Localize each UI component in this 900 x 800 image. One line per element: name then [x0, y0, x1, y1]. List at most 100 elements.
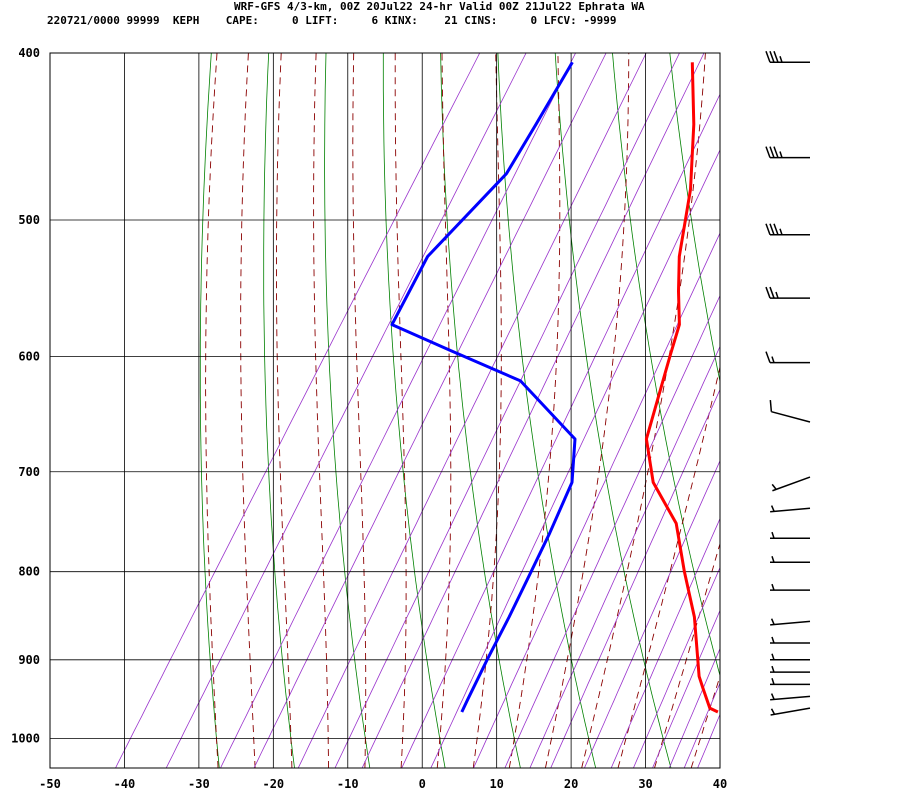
barb-staff — [771, 410, 811, 423]
mixing-ratio-line — [165, 53, 527, 768]
moist-adiabat — [617, 364, 720, 768]
barb-half-feather — [771, 483, 777, 490]
barb-half-feather — [775, 291, 779, 299]
moist-adiabat — [472, 53, 502, 768]
dry-adiabat — [669, 53, 720, 384]
barb-half-feather — [771, 653, 775, 661]
sounding-stats: 220721/0000 99999 KEPH CAPE: 0 LIFT: 6 K… — [47, 14, 617, 27]
barb-staff — [770, 507, 811, 513]
x-tick-label: -20 — [262, 777, 284, 791]
moist-adiabat — [544, 53, 630, 768]
moist-adiabat — [508, 53, 561, 768]
barb-feather — [773, 51, 779, 63]
mixing-ratio-line — [334, 53, 680, 768]
barb-feather — [773, 146, 779, 158]
barb-feather — [765, 351, 771, 363]
moist-adiabat — [654, 542, 720, 768]
y-tick-label: 800 — [18, 565, 40, 579]
wind-barb — [770, 618, 811, 626]
wind-barb — [770, 505, 811, 513]
chart-title: WRF-GFS 4/3-km, 00Z 20Jul22 24-hr Valid … — [234, 0, 645, 13]
dry-adiabat — [497, 53, 597, 768]
barb-feather — [765, 51, 771, 63]
mixing-ratio-line — [473, 232, 720, 768]
plot-border — [49, 52, 721, 769]
wind-barb — [771, 476, 811, 492]
thermo-lines — [115, 53, 900, 768]
moist-adiabat — [728, 53, 900, 768]
x-tick-label: 10 — [489, 777, 503, 791]
mixing-ratio-line — [401, 93, 720, 768]
moist-adiabat — [276, 53, 293, 768]
y-tick-label: 400 — [18, 46, 40, 60]
x-tick-label: -10 — [337, 777, 359, 791]
x-tick-label: -50 — [39, 777, 61, 791]
moist-adiabat — [581, 53, 706, 768]
barb-half-feather — [779, 228, 783, 236]
barb-feather — [773, 223, 779, 236]
barb-half-feather — [770, 505, 775, 512]
barb-feather — [765, 146, 771, 158]
moist-adiabat — [240, 53, 256, 768]
y-tick-label: 500 — [18, 213, 40, 227]
wind-barb — [770, 531, 810, 539]
x-tick-label: 0 — [419, 777, 426, 791]
mixing-ratio-line — [683, 682, 720, 768]
barb-staff — [770, 707, 811, 716]
mixing-ratio-line — [253, 53, 607, 768]
dry-adiabat — [324, 53, 371, 768]
barb-feather — [769, 146, 775, 158]
y-tick-label: 700 — [18, 465, 40, 479]
grid-lines — [50, 52, 720, 768]
dry-adiabat — [727, 53, 897, 768]
wind-barb — [765, 351, 810, 364]
dry-adiabat — [554, 53, 672, 768]
barb-feather — [769, 399, 773, 412]
wind-barb — [765, 223, 810, 236]
temperature-profile — [644, 62, 719, 714]
y-tick-label: 900 — [18, 653, 40, 667]
wind-barb — [765, 146, 810, 159]
dry-adiabat — [440, 53, 521, 768]
barb-half-feather — [771, 678, 775, 685]
dry-adiabat — [382, 53, 446, 768]
wind-barb — [770, 583, 810, 591]
mixing-ratio-line — [361, 53, 705, 768]
y-tick-label: 600 — [18, 349, 40, 363]
barb-feather — [769, 51, 775, 63]
mixing-ratio-line — [550, 388, 720, 768]
x-tick-label: 40 — [713, 777, 727, 791]
wind-barb — [770, 555, 810, 564]
barb-feather — [769, 286, 775, 299]
moist-adiabat — [690, 674, 720, 768]
mixing-ratio-line — [115, 53, 481, 768]
wind-barb — [765, 51, 810, 64]
mixing-ratio-line — [529, 345, 720, 768]
barb-half-feather — [771, 636, 775, 644]
mixing-ratio-line — [584, 459, 720, 768]
dewpoint-profile — [390, 61, 577, 713]
wind-barb — [770, 636, 810, 644]
barb-half-feather — [771, 665, 775, 673]
barb-feather — [765, 286, 771, 299]
barb-half-feather — [770, 708, 776, 715]
moist-adiabat — [205, 53, 219, 768]
x-tick-label: -30 — [188, 777, 210, 791]
mixing-ratio-line — [430, 148, 720, 768]
wind-barb — [769, 399, 811, 423]
barb-half-feather — [770, 618, 775, 625]
mixing-ratio-line — [504, 294, 720, 768]
x-tick-label: 30 — [638, 777, 652, 791]
dry-adiabat — [199, 53, 220, 768]
mixing-ratio-line — [668, 647, 720, 768]
barb-staff — [772, 476, 811, 492]
wind-barb — [765, 286, 810, 299]
barb-feather — [769, 223, 775, 236]
wind-barb — [770, 653, 810, 661]
barb-feather — [765, 223, 771, 236]
barb-half-feather — [771, 356, 775, 363]
wind-barbs — [765, 51, 811, 716]
moist-adiabat — [313, 53, 329, 768]
barb-half-feather — [771, 555, 775, 563]
